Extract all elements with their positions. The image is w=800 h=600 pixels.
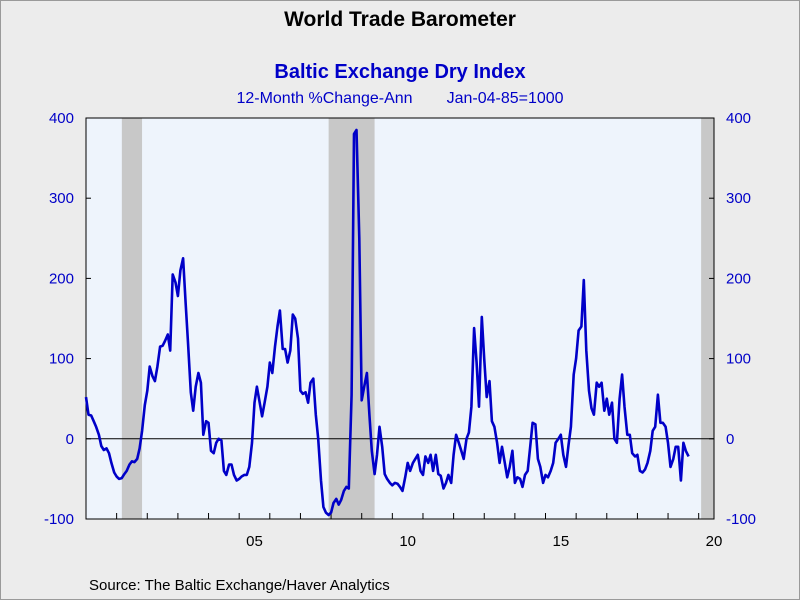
x-tick-label: 05 [246,533,263,550]
y-tick-label-right: 300 [726,190,751,207]
plot-border [85,117,715,520]
series-description: 12-Month %Change-Ann Jan-04-85=1000 [0,90,800,108]
y-tick-label-left: 400 [49,110,74,127]
y-tick-label-right: 100 [726,351,751,368]
y-tick-label-right: 200 [726,270,751,287]
x-tick-label: 20 [706,533,723,550]
series-line [84,128,690,517]
source-note: Source: The Baltic Exchange/Haver Analyt… [89,577,390,594]
y-tick-label-left: 300 [49,190,74,207]
plot-area [86,118,714,519]
units-label: 12-Month %Change-Ann [236,90,413,107]
y-tick-label-left: 200 [49,270,74,287]
y-tick-label-left: -100 [44,511,74,528]
y-tick-label-right: 0 [726,431,734,448]
base-label: Jan-04-85=1000 [446,90,564,107]
x-tick-label: 10 [399,533,416,550]
recession-band [701,118,714,519]
chart-title: World Trade Barometer [284,8,516,31]
recession-band [121,118,143,519]
x-tick-label: 15 [552,533,569,550]
y-tick-label-left: 100 [49,351,74,368]
y-tick-label-right: 400 [726,110,751,127]
series-title: Baltic Exchange Dry Index [274,61,526,83]
y-tick-label-left: 0 [66,431,74,448]
y-tick-label-right: -100 [726,511,756,528]
